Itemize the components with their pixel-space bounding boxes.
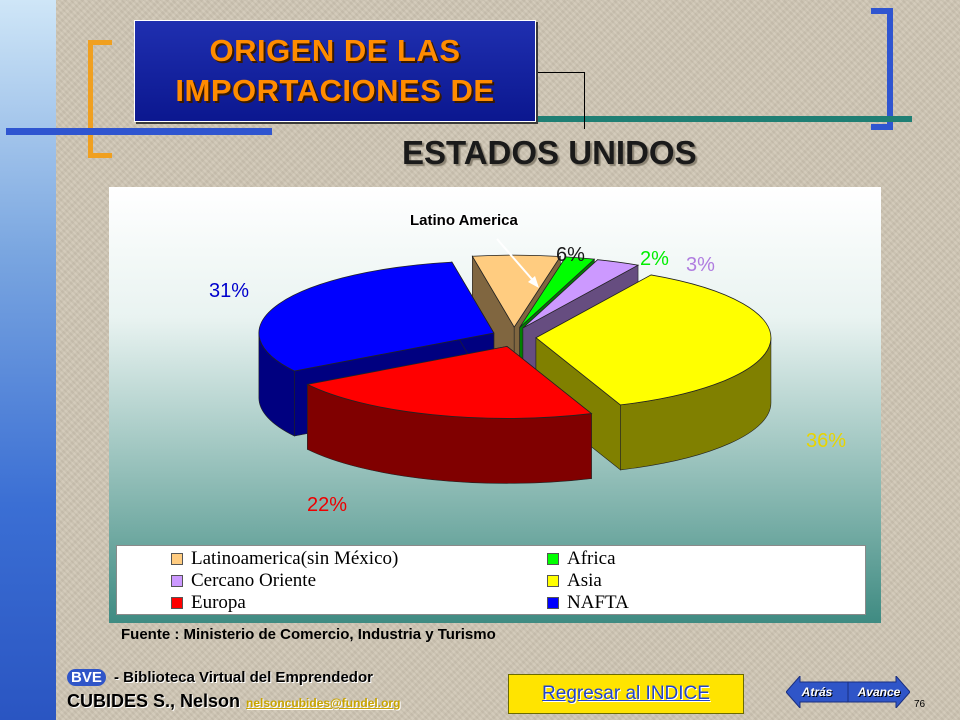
legend-swatch xyxy=(171,597,183,609)
left-arrow-icon xyxy=(786,676,848,708)
pct-label-nafta: 31% xyxy=(209,280,250,302)
legend-swatch xyxy=(171,553,183,565)
bve-text: - Biblioteca Virtual del Emprendedor xyxy=(109,669,373,686)
footer-author: CUBIDES S., Nelson nelsoncubides@fundel.o… xyxy=(67,691,400,712)
pct-label-africa: 2% xyxy=(640,248,669,270)
legend-label: NAFTA xyxy=(567,592,629,613)
legend-label: Europa xyxy=(191,592,246,613)
pie-slice-asia xyxy=(535,274,772,406)
legend-swatch xyxy=(547,553,559,565)
left-gradient-bar xyxy=(0,0,56,720)
pie-slice-cercano xyxy=(522,259,640,329)
author-name: CUBIDES S., Nelson xyxy=(67,691,241,711)
forward-label: Avance xyxy=(857,685,901,699)
pie-slice-africa xyxy=(519,256,596,328)
author-email-link[interactable]: nelsoncubides@fundel.org xyxy=(246,696,401,710)
pct-label-cercano: 3% xyxy=(686,254,715,276)
page-subtitle: ESTADOS UNIDOS xyxy=(402,134,697,171)
blue-rule-left xyxy=(6,128,272,135)
legend-item-latam: Latinoamerica(sin México) xyxy=(171,549,398,569)
right-arrow-icon xyxy=(848,676,910,708)
pie-chart xyxy=(258,238,772,484)
footer-credit: BVE - Biblioteca Virtual del Emprendedor xyxy=(67,669,373,686)
title-box: ORIGEN DE LAS IMPORTACIONES DE xyxy=(134,20,536,122)
page-number: 76 xyxy=(914,699,926,710)
legend-label: Latinoamerica(sin México) xyxy=(191,548,399,569)
bve-badge: BVE xyxy=(67,669,106,686)
pct-label-europa: 22% xyxy=(307,494,348,516)
forward-button[interactable]: Avance xyxy=(848,676,910,708)
legend-item-africa: Africa xyxy=(547,549,616,569)
legend-label: Cercano Oriente xyxy=(191,570,317,591)
callout-arrow xyxy=(496,238,538,286)
legend-swatch xyxy=(547,575,559,587)
teal-rule-right xyxy=(500,116,912,122)
legend-item-cercano: Cercano Oriente xyxy=(171,571,316,591)
pie-slice-europa xyxy=(306,345,593,419)
legend-label: Asia xyxy=(567,570,602,591)
bracket-left-decoration xyxy=(88,40,112,158)
legend-swatch xyxy=(171,575,183,587)
connector-line xyxy=(534,72,585,129)
callout-arrowhead xyxy=(528,276,539,288)
pie-slice-nafta xyxy=(258,261,495,372)
legend-item-asia: Asia xyxy=(547,571,602,591)
legend-label: Africa xyxy=(567,548,616,569)
back-to-index-button[interactable]: Regresar al INDICE xyxy=(508,674,744,714)
pie-slice-latam xyxy=(471,254,562,328)
callout-label: Latino America xyxy=(410,212,518,229)
legend-item-nafta: NAFTA xyxy=(547,593,629,613)
legend-item-europa: Europa xyxy=(171,593,246,613)
back-label: Atrás xyxy=(801,685,833,699)
title-line-1: ORIGEN DE LAS xyxy=(209,33,461,68)
pct-label-latam: 6% xyxy=(556,244,585,266)
source-note: Fuente : Ministerio de Comercio, Industr… xyxy=(121,626,496,643)
bracket-right-decoration xyxy=(871,8,893,130)
back-button[interactable]: Atrás xyxy=(786,676,848,708)
chart-legend: Latinoamerica(sin México) Africa Cercano… xyxy=(116,545,866,615)
title-line-2: IMPORTACIONES DE xyxy=(175,73,495,108)
legend-swatch xyxy=(547,597,559,609)
pct-label-asia: 36% xyxy=(806,430,847,452)
